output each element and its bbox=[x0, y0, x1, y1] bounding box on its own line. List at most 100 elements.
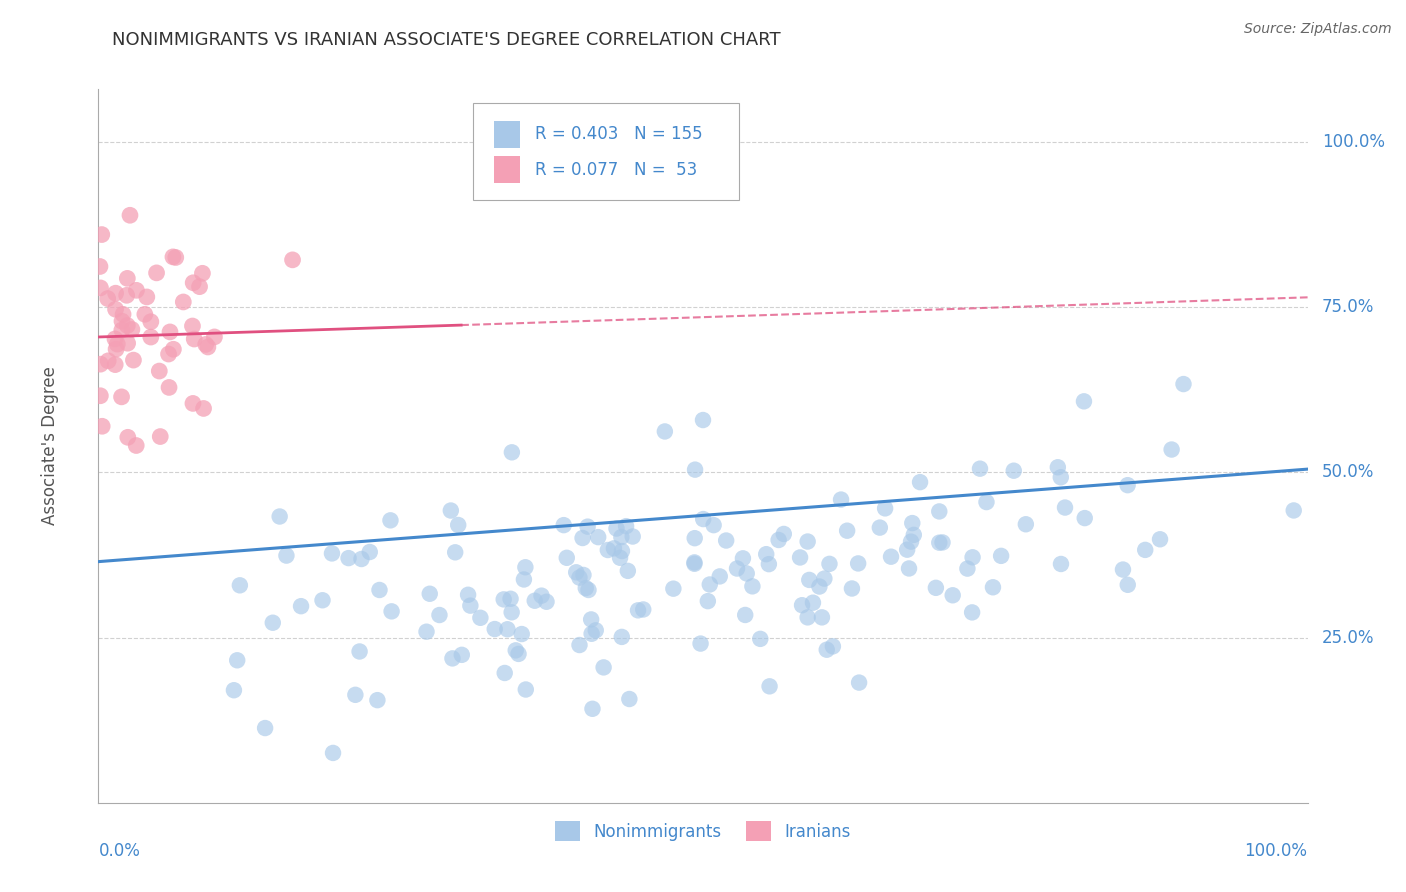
Point bbox=[89, 260, 111, 274]
Point bbox=[683, 555, 706, 569]
Point bbox=[578, 582, 600, 597]
Point bbox=[1053, 500, 1076, 515]
Point bbox=[703, 518, 725, 533]
Point bbox=[349, 644, 371, 658]
Point bbox=[654, 425, 676, 439]
Point bbox=[501, 445, 523, 459]
Point bbox=[125, 438, 148, 452]
Point bbox=[181, 276, 204, 290]
Point bbox=[609, 550, 631, 565]
Point bbox=[1116, 478, 1139, 492]
Point bbox=[896, 542, 918, 557]
Point bbox=[350, 552, 373, 566]
Point bbox=[592, 660, 614, 674]
Point bbox=[134, 307, 156, 321]
Text: 100.0%: 100.0% bbox=[1322, 133, 1385, 151]
Point bbox=[581, 702, 603, 716]
Point bbox=[696, 594, 718, 608]
Point bbox=[605, 522, 627, 536]
Point bbox=[942, 588, 965, 602]
Point bbox=[683, 463, 706, 477]
Point bbox=[903, 528, 925, 542]
Point bbox=[510, 627, 533, 641]
Point bbox=[181, 318, 204, 333]
Point bbox=[419, 587, 441, 601]
Point bbox=[925, 581, 948, 595]
Point bbox=[969, 461, 991, 475]
Point bbox=[97, 292, 120, 306]
Point bbox=[931, 535, 953, 549]
Point bbox=[627, 603, 650, 617]
Point bbox=[139, 330, 162, 344]
Point bbox=[515, 560, 537, 574]
Point bbox=[749, 632, 772, 646]
Point bbox=[572, 568, 595, 582]
Point bbox=[276, 549, 298, 563]
Point bbox=[725, 561, 748, 575]
Point bbox=[229, 578, 252, 592]
Point bbox=[709, 569, 731, 583]
Point bbox=[875, 501, 897, 516]
Point bbox=[603, 541, 626, 556]
Point bbox=[89, 357, 111, 371]
Point bbox=[610, 544, 633, 558]
Point bbox=[188, 279, 211, 293]
Point bbox=[513, 573, 536, 587]
Point bbox=[441, 651, 464, 665]
Point bbox=[104, 332, 127, 346]
Point bbox=[818, 557, 841, 571]
Text: 50.0%: 50.0% bbox=[1322, 464, 1375, 482]
Point bbox=[1049, 470, 1071, 484]
Point bbox=[596, 543, 619, 558]
Point bbox=[633, 602, 655, 616]
Point bbox=[1173, 377, 1195, 392]
Point bbox=[841, 582, 863, 596]
Text: 100.0%: 100.0% bbox=[1244, 842, 1308, 860]
Point bbox=[290, 599, 312, 614]
Point bbox=[337, 551, 360, 566]
Legend: Nonimmigrants, Iranians: Nonimmigrants, Iranians bbox=[548, 814, 858, 848]
Point bbox=[956, 561, 979, 575]
Point bbox=[193, 401, 215, 416]
Point bbox=[162, 250, 184, 264]
Point bbox=[344, 688, 367, 702]
Point bbox=[565, 566, 588, 580]
Point bbox=[575, 581, 598, 595]
Point bbox=[790, 598, 813, 612]
Point bbox=[692, 512, 714, 526]
Point bbox=[585, 624, 607, 638]
Point bbox=[610, 530, 633, 544]
Point bbox=[415, 624, 437, 639]
Point bbox=[813, 572, 835, 586]
Point bbox=[960, 606, 983, 620]
Point bbox=[444, 545, 467, 559]
Point bbox=[89, 281, 111, 295]
Point bbox=[115, 288, 138, 302]
Bar bbox=[494, 120, 520, 148]
Point bbox=[689, 636, 711, 650]
Point bbox=[815, 642, 838, 657]
Point bbox=[499, 591, 522, 606]
Point bbox=[117, 318, 139, 333]
Point bbox=[928, 535, 950, 549]
Point bbox=[429, 607, 451, 622]
Point bbox=[553, 518, 575, 533]
Point bbox=[1073, 394, 1095, 409]
Point bbox=[1135, 542, 1157, 557]
Point bbox=[121, 322, 143, 336]
Point bbox=[148, 364, 170, 378]
Point bbox=[366, 693, 388, 707]
Point bbox=[368, 582, 391, 597]
Point bbox=[799, 573, 821, 587]
Bar bbox=[494, 156, 520, 184]
Point bbox=[830, 492, 852, 507]
Point bbox=[91, 419, 114, 434]
Point bbox=[139, 315, 162, 329]
Point bbox=[112, 307, 135, 321]
Point bbox=[571, 531, 593, 545]
Point bbox=[496, 622, 519, 636]
Point bbox=[962, 550, 984, 565]
Point bbox=[848, 675, 870, 690]
Point bbox=[772, 527, 794, 541]
Point bbox=[191, 266, 214, 280]
